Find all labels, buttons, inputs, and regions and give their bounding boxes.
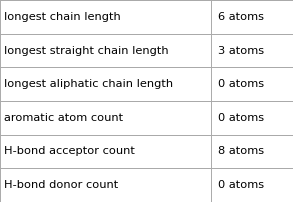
Text: 0 atoms: 0 atoms [218, 79, 264, 89]
Bar [0, 0, 211, 34]
Bar [211, 67, 293, 101]
Bar [211, 135, 293, 168]
Bar [0, 101, 211, 135]
Bar [0, 67, 211, 101]
Text: 3 atoms: 3 atoms [218, 45, 264, 56]
Bar [211, 168, 293, 202]
Text: 0 atoms: 0 atoms [218, 180, 264, 190]
Bar [211, 0, 293, 34]
Text: longest aliphatic chain length: longest aliphatic chain length [4, 79, 173, 89]
Text: 8 atoms: 8 atoms [218, 146, 264, 157]
Text: 0 atoms: 0 atoms [218, 113, 264, 123]
Text: H-bond acceptor count: H-bond acceptor count [4, 146, 135, 157]
Text: 6 atoms: 6 atoms [218, 12, 264, 22]
Bar [211, 34, 293, 67]
Bar [0, 168, 211, 202]
Text: aromatic atom count: aromatic atom count [4, 113, 124, 123]
Bar [0, 135, 211, 168]
Text: H-bond donor count: H-bond donor count [4, 180, 119, 190]
Bar [0, 34, 211, 67]
Text: longest straight chain length: longest straight chain length [4, 45, 169, 56]
Text: longest chain length: longest chain length [4, 12, 121, 22]
Bar [211, 101, 293, 135]
